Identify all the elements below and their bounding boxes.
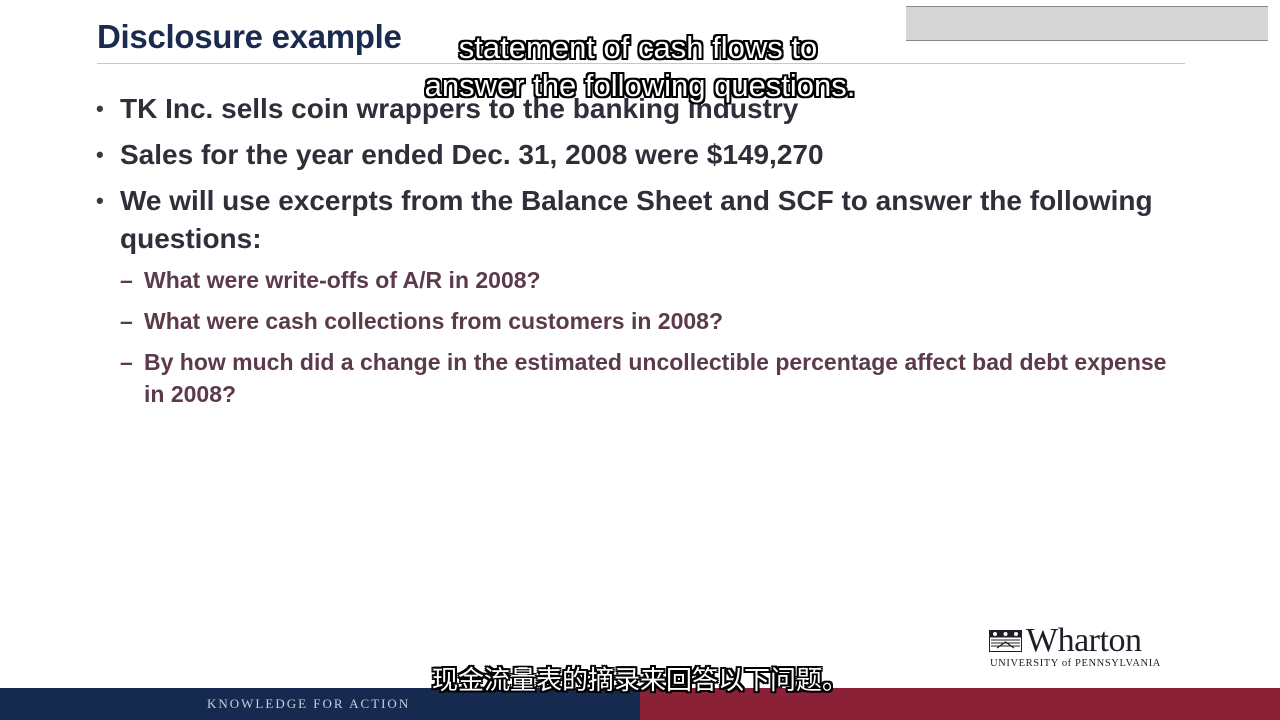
sub-bullet-marker: – [120,308,133,334]
sub-bullet-marker: – [120,349,133,375]
sub-bullet-item: – What were cash collections from custom… [120,305,1180,337]
title-divider [97,63,1185,64]
sub-bullet-item: – What were write-offs of A/R in 2008? [120,264,1180,296]
wharton-logo: Wharton UNIVERSITY of PENNSYLVANIA [988,622,1193,672]
sub-bullet-marker: – [120,267,133,293]
subtitle-chinese: 现金流量表的摘录来回答以下问题。 [431,666,848,696]
logo-wordmark: Wharton [1026,622,1142,659]
slide-title: Disclosure example [97,18,402,55]
sub-bullet-list: – What were write-offs of A/R in 2008? –… [120,264,1180,419]
sub-bullet-item: – By how much did a change in the estima… [120,346,1180,410]
bullet-text: Sales for the year ended Dec. 31, 2008 w… [120,139,824,170]
footer-tagline: KNOWLEDGE FOR ACTION [207,696,411,711]
logo-subtitle: UNIVERSITY of PENNSYLVANIA [990,658,1161,669]
subtitle-english-line1: statement of cash flows to [458,30,818,65]
footer-bar-red [640,688,1280,720]
subtitle-english-line2: answer the following questions. [424,68,856,103]
sub-bullet-text: What were cash collections from customer… [144,308,724,334]
bullet-marker: • [96,142,104,167]
bullet-list: • TK Inc. sells coin wrappers to the ban… [96,90,1196,266]
bullet-item: • Sales for the year ended Dec. 31, 2008… [96,136,1196,174]
shield-icon [989,630,1022,652]
bullet-marker: • [96,188,104,213]
bullet-marker: • [96,96,104,121]
bullet-text: We will use excerpts from the Balance Sh… [120,185,1153,254]
sub-bullet-text: By how much did a change in the estimate… [144,349,1167,407]
sub-bullet-text: What were write-offs of A/R in 2008? [144,267,541,293]
bullet-text: TK Inc. sells coin wrappers to the banki… [120,93,799,124]
bullet-item: • TK Inc. sells coin wrappers to the ban… [96,90,1196,128]
footer-bar-navy [0,688,640,720]
bullet-item: • We will use excerpts from the Balance … [96,182,1196,258]
header-band [906,6,1268,41]
